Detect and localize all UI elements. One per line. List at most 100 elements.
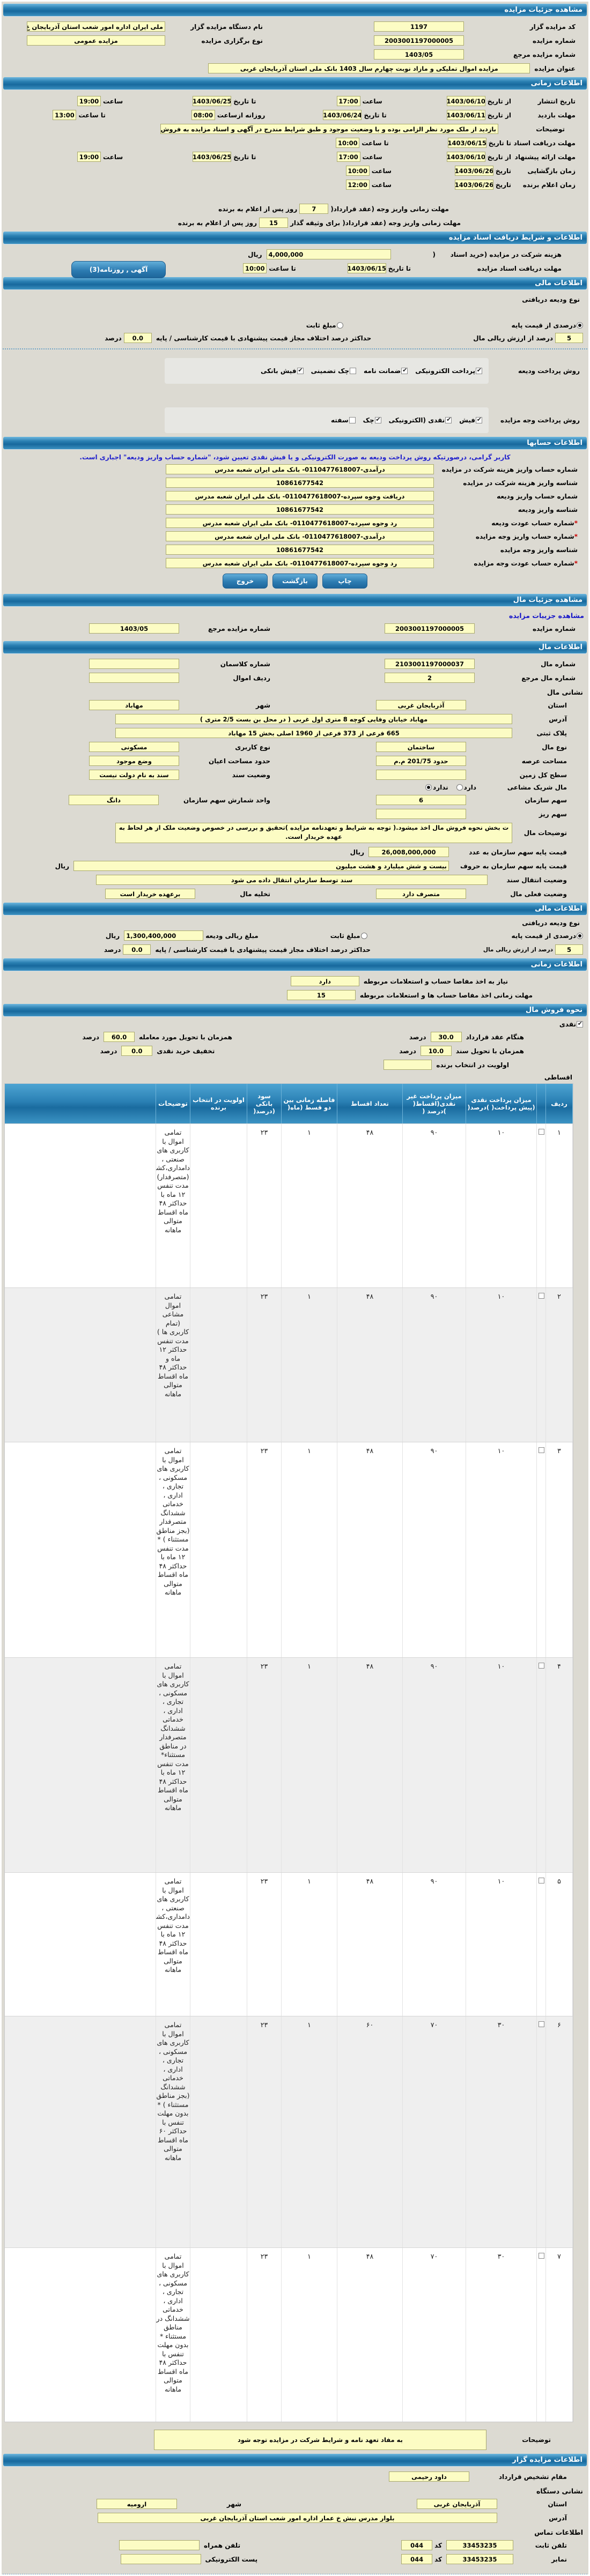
winner-hour-field[interactable]: 12:00	[345, 180, 370, 190]
city-field[interactable]: مهاباد	[89, 700, 179, 710]
land-area-field[interactable]: حدود 201/75 م.م	[376, 756, 466, 766]
building-area-field[interactable]: وضع موجود	[89, 756, 179, 766]
percent-of-base-radio2[interactable]	[577, 932, 583, 939]
maxdiff-field[interactable]: 0.0	[123, 333, 152, 343]
account-row-field[interactable]: درآمدی-0110477618007- بانک ملی ایران شعب…	[166, 464, 434, 474]
auctioneer-code-field[interactable]: 1197	[374, 21, 464, 32]
seller-city-field[interactable]: ارومیه	[97, 2499, 177, 2509]
publish-from-hour-field[interactable]: 17:00	[336, 96, 360, 106]
classification-field[interactable]	[89, 659, 179, 669]
auction-type-field[interactable]: مزایده عمومی	[27, 35, 165, 46]
auctioneer-org-field[interactable]: ملی ایران اداره امور شعب استان آذربایجان…	[27, 21, 165, 32]
asset-type-field[interactable]: ساختمان	[376, 742, 466, 752]
plate-field[interactable]: 665 فرعی از 373 فرعی از 1960 اصلی بخش 15…	[115, 728, 512, 738]
phone-code-field[interactable]: 044	[401, 2540, 433, 2550]
deposit-percent-field2[interactable]: 5	[555, 944, 583, 955]
discount-field[interactable]: 0.0	[121, 1046, 153, 1056]
sub-share-field[interactable]	[376, 809, 466, 819]
auction-pay-method-checkbox[interactable]	[374, 416, 381, 423]
contract-officer-field[interactable]: داود رحیمی	[389, 2471, 469, 2482]
table-footer-notes-field[interactable]: به مفاد تعهد نامه و شرایط شرکت در مزایده…	[154, 2430, 486, 2450]
docs-to-hour-field[interactable]: 10:00	[336, 138, 360, 148]
evacuation-field[interactable]: برعهده خریدار است	[105, 889, 195, 899]
deposit-amount-field[interactable]: 1,300,400,000	[124, 930, 204, 941]
deposit-method-checkbox[interactable]	[350, 368, 357, 374]
participation-fee-field[interactable]: 4,000,000	[266, 249, 391, 259]
total-land-field[interactable]	[376, 770, 466, 780]
offer-from-field[interactable]: 1403/06/10	[446, 152, 485, 162]
winner-priority-field[interactable]	[384, 1060, 432, 1070]
deed-transfer-field[interactable]: سند توسط سازمان انتقال داده می شود	[96, 875, 488, 885]
print-button[interactable]: چاپ	[322, 574, 367, 589]
installment-row-checkbox[interactable]	[538, 1293, 544, 1299]
schedule-notes-field[interactable]: بازدید از ملک مورد نظر الزامی بوده و با …	[160, 124, 498, 134]
pay-deadline1-field[interactable]: 7	[299, 204, 329, 214]
maxdiff-field2[interactable]: 0.0	[123, 944, 151, 955]
mobile-field[interactable]	[119, 2540, 200, 2550]
winner-date-field[interactable]: 1403/06/26	[454, 180, 493, 190]
docs-to-field[interactable]: 1403/06/15	[447, 138, 486, 148]
asset-auction-ref-field[interactable]: 1403/05	[89, 623, 179, 634]
cash-sale-checkbox[interactable]	[577, 1020, 583, 1028]
back-button[interactable]: بازگشت	[272, 574, 318, 589]
opening-date-field[interactable]: 1403/06/26	[454, 166, 493, 176]
asset-auction-no-field[interactable]: 2003001197000005	[385, 623, 475, 634]
fixed-amount-radio[interactable]	[336, 322, 343, 329]
auction-number-field[interactable]: 2003001197000005	[374, 35, 464, 46]
auction-title-field[interactable]: مزایده اموال تملیکی و مازاد نوبت چهارم س…	[208, 63, 530, 73]
shared-owner-yes-radio[interactable]	[456, 784, 463, 791]
seller-province-field[interactable]: آذربایجان غربی	[417, 2499, 497, 2509]
asset-notes-field[interactable]: ت بخش نحوه فروش مال اخذ میشود.( توجه به …	[115, 823, 512, 843]
base-price-text-field[interactable]: بیست و شش میلیارد و هشت میلیون	[73, 861, 449, 871]
publish-to-field[interactable]: 1403/06/25	[193, 96, 232, 106]
deposit-method-checkbox[interactable]	[476, 367, 482, 374]
seller-address-field[interactable]: بلوار مدرس نبش خ عمار اداره امور شعب است…	[98, 2513, 497, 2523]
contract-pct-field[interactable]: 30.0	[430, 1032, 462, 1042]
docs-deadline2-date-field[interactable]: 1403/06/15	[347, 263, 386, 273]
fax-field[interactable]: 33453235	[446, 2554, 513, 2564]
deposit-method-checkbox[interactable]	[401, 367, 408, 374]
clearance-field[interactable]: دارد	[290, 976, 359, 986]
org-share-field[interactable]: 6	[376, 795, 466, 805]
usage-type-field[interactable]: مسکونی	[89, 742, 179, 752]
exit-button[interactable]: خروج	[223, 574, 268, 589]
fixed-amount-radio2[interactable]	[360, 932, 367, 939]
installment-row-checkbox[interactable]	[538, 1663, 544, 1669]
visit-to-hour-field[interactable]: 13:00	[53, 110, 77, 120]
installment-row-checkbox[interactable]	[538, 1129, 544, 1135]
asset-ref-field[interactable]: 2	[385, 673, 475, 683]
publish-from-field[interactable]: 1403/06/10	[446, 96, 485, 106]
account-row-field[interactable]: 10861677542	[166, 478, 434, 488]
offer-to-hour-field[interactable]: 19:00	[77, 152, 101, 162]
province-field[interactable]: آذربایجان غربی	[376, 700, 466, 710]
asset-row-field[interactable]	[89, 673, 179, 683]
auction-pay-method-checkbox[interactable]	[445, 416, 452, 423]
shared-owner-no-radio[interactable]	[425, 784, 432, 791]
deposit-percent-field[interactable]: 5	[555, 333, 583, 343]
deed-status-field[interactable]: سند به نام دولت نیست	[89, 770, 179, 780]
visit-from-field[interactable]: 1403/06/11	[446, 110, 485, 120]
account-row-field[interactable]: رد وجوه سپرده-0110477618007- بانک ملی ای…	[166, 558, 434, 568]
installment-row-checkbox[interactable]	[538, 1878, 544, 1883]
account-row-field[interactable]: درآمدی-0110477618007- بانک ملی ایران شعب…	[166, 531, 434, 541]
clearance-time-field[interactable]: 15	[286, 990, 356, 1000]
offer-from-hour-field[interactable]: 17:00	[336, 152, 360, 162]
deed-pct-field[interactable]: 10.0	[420, 1046, 452, 1056]
fax-code-field[interactable]: 044	[401, 2554, 433, 2564]
percent-of-base-radio[interactable]	[577, 322, 583, 329]
auction-pay-method-checkbox[interactable]	[476, 416, 482, 423]
installment-row-checkbox[interactable]	[538, 2253, 544, 2259]
installment-row-checkbox[interactable]	[538, 2021, 544, 2027]
publish-to-hour-field[interactable]: 19:00	[77, 96, 101, 106]
auction-pay-method-checkbox[interactable]	[349, 417, 356, 423]
docs-deadline2-hour-field[interactable]: 10:00	[243, 263, 267, 273]
visit-from-hour-field[interactable]: 08:00	[191, 110, 215, 120]
pay-deadline2-field[interactable]: 15	[259, 218, 288, 228]
installment-row-checkbox[interactable]	[538, 1447, 544, 1453]
account-row-field[interactable]: 10861677542	[166, 504, 434, 515]
auction-ref-field[interactable]: 1403/05	[374, 49, 464, 59]
newspaper-ad-button[interactable]: آگهی , روزنامه(3)	[71, 261, 166, 278]
opening-hour-field[interactable]: 10:00	[345, 166, 370, 176]
account-row-field[interactable]: رد وجوه سپرده-0110477618007- بانک ملی ای…	[166, 518, 434, 528]
email-field[interactable]	[120, 2554, 201, 2564]
